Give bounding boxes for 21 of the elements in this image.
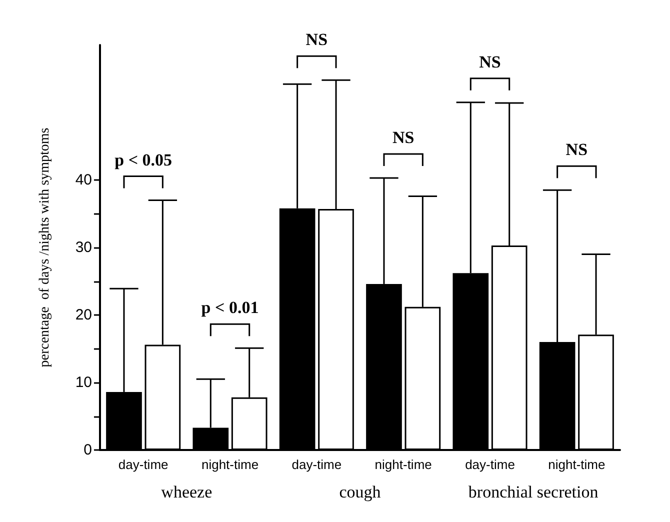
x-tick-label: day-time <box>118 457 168 472</box>
x-tick-label: night-time <box>548 457 606 472</box>
y-tick-label: 40 <box>75 172 92 188</box>
x-tick-label: day-time <box>292 457 342 472</box>
x-tick-label: night-time <box>201 457 259 472</box>
annotation: p < 0.05 <box>114 150 172 170</box>
x-tick-label: night-time <box>374 457 432 472</box>
annotation: p < 0.01 <box>201 298 259 318</box>
y-tick-label: 10 <box>75 374 92 391</box>
text: bronchial secretion <box>468 482 599 502</box>
y-tick-label: 20 <box>75 306 92 324</box>
y-tick-label: 0 <box>84 442 92 458</box>
annotation: NS <box>306 30 328 50</box>
annotation: NS <box>479 52 501 72</box>
text: wheeze <box>161 482 212 502</box>
y-axis-title: percentage of days /nights with symptoms <box>38 128 52 368</box>
text: cough <box>339 482 382 502</box>
annotation: NS <box>392 128 414 147</box>
annotation: NS <box>566 140 588 160</box>
y-tick-label: 30 <box>75 239 92 256</box>
x-tick-label: day-time <box>465 457 515 472</box>
